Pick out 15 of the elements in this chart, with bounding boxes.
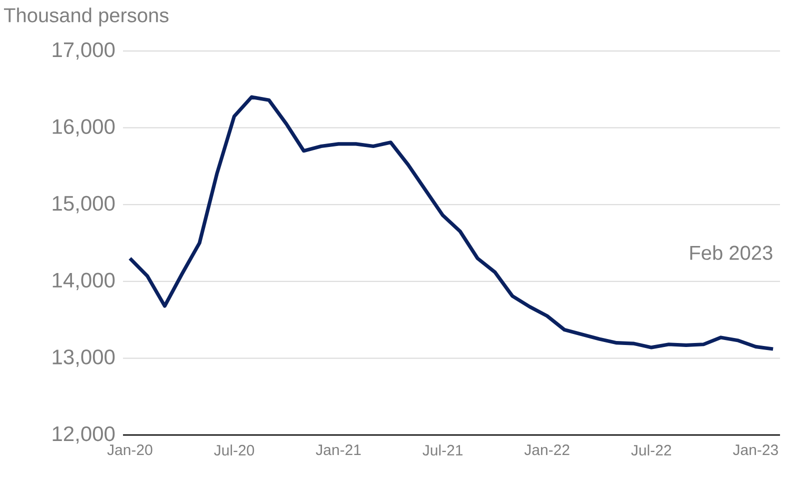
y-tick-label: 13,000 [52,350,115,367]
y-tick-label: 16,000 [52,119,115,136]
x-tick-label: Jan-21 [316,444,361,456]
x-tick-label: Jul-20 [214,444,254,456]
x-tick-label: Jan-22 [524,444,570,456]
x-tick-label: Jul-22 [631,444,672,456]
x-tick-label: Jul-21 [422,444,462,456]
annotation: Feb 2023 [690,245,772,260]
x-tick-label: Jan-20 [107,444,152,456]
y-tick-label: 14,000 [52,272,115,290]
y-tick-label: 15,000 [52,196,115,214]
y-tick-label: 12,000 [52,426,115,444]
y-axis-title: Thousand persons [4,8,168,26]
x-tick-label: Jan-23 [732,444,778,456]
y-tick-label: 17,000 [52,42,115,60]
